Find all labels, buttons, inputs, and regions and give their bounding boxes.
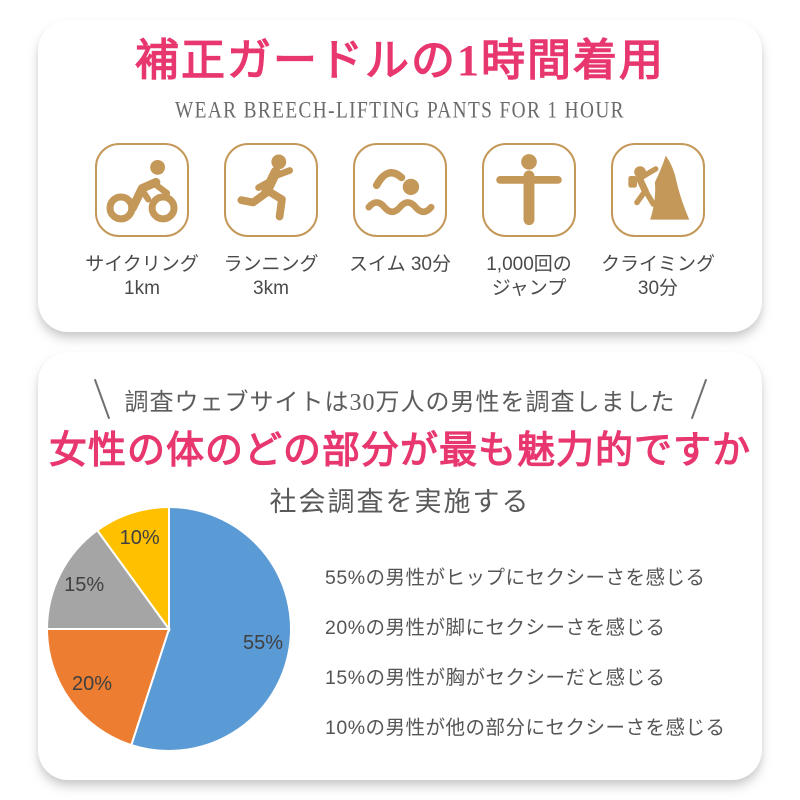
activity-label-line2: 30分: [637, 278, 679, 299]
pie-slice-他の部分: [95, 505, 170, 633]
pie-chart: 55% 20% 15% 10%: [42, 502, 296, 756]
swimming-icon: [353, 143, 447, 237]
pie-slice-胸: [45, 528, 171, 630]
finding-chest: 15%の男性が胸がセクシーだと感じる: [325, 666, 666, 689]
survey-claim-row: 調査ウェブサイトは30万人の男性を調査しました: [38, 378, 762, 420]
cycling-icon: [95, 143, 189, 237]
activity-label: ランニング 3km: [207, 253, 336, 301]
finding-legs: 20%の男性が脚にセクシーさを感じる: [325, 616, 666, 639]
climbing-icon: [611, 143, 705, 237]
activity-running: ランニング 3km: [207, 143, 336, 301]
card1-title: 補正ガードルの1時間着用: [135, 36, 665, 85]
pie-slice-脚: [45, 628, 171, 747]
jumping-icon: [482, 143, 576, 237]
survey-claim-text: 調査ウェブサイトは30万人の男性を調査しました: [124, 389, 676, 416]
pie-value-label: 10%: [120, 527, 160, 549]
activity-label-line1: ランニング: [223, 254, 319, 275]
activity-climbing: クライミング 30分: [594, 143, 723, 301]
pie-slice-ヒップ: [130, 505, 292, 752]
slash-decoration-left: [93, 378, 110, 420]
activity-label-line2: 3km: [253, 278, 289, 299]
running-icon: [224, 143, 318, 237]
card1-subtitle-en: WEAR BREECH-LIFTING PANTS FOR 1 HOUR: [175, 96, 625, 124]
survey-findings: 55%の男性がヒップにセクシーさを感じる 20%の男性が脚にセクシーさを感じる …: [325, 550, 755, 750]
survey-card: 調査ウェブサイトは30万人の男性を調査しました 女性の体のどの部分が最も魅力的で…: [38, 352, 762, 780]
top-card: 補正ガードルの1時間着用 WEAR BREECH-LIFTING PANTS F…: [38, 20, 762, 332]
activity-label: サイクリング 1km: [78, 253, 207, 301]
activity-label-line1: クライミング: [600, 254, 715, 275]
activity-label-line2: 1km: [124, 278, 160, 299]
pie-value-label: 20%: [72, 673, 112, 695]
slash-decoration-right: [690, 378, 707, 420]
activity-label: 1,000回の ジャンプ: [465, 253, 594, 301]
finding-other: 10%の男性が他の部分にセクシーさを感じる: [325, 716, 726, 739]
survey-title: 女性の体のどの部分が最も魅力的ですか: [48, 430, 751, 472]
activity-label-line1: 1,000回の: [486, 254, 572, 275]
activity-cycling: サイクリング 1km: [78, 143, 207, 301]
activity-jumping: 1,000回の ジャンプ: [465, 143, 594, 301]
activity-label-line2: ジャンプ: [491, 278, 567, 299]
activity-label-line1: サイクリング: [85, 254, 199, 275]
finding-hips: 55%の男性がヒップにセクシーさを感じる: [325, 566, 706, 589]
activity-swimming: スイム 30分: [336, 143, 465, 301]
survey-subtitle: 社会調査を実施する: [269, 487, 531, 517]
pie-value-label: 15%: [64, 574, 104, 596]
activities-row: サイクリング 1km ランニング 3km: [38, 143, 762, 301]
activity-label: スイム 30分: [336, 253, 465, 277]
activity-label-line1: スイム 30分: [348, 254, 452, 275]
pie-value-label: 55%: [243, 632, 283, 654]
activity-label: クライミング 30分: [594, 253, 723, 301]
